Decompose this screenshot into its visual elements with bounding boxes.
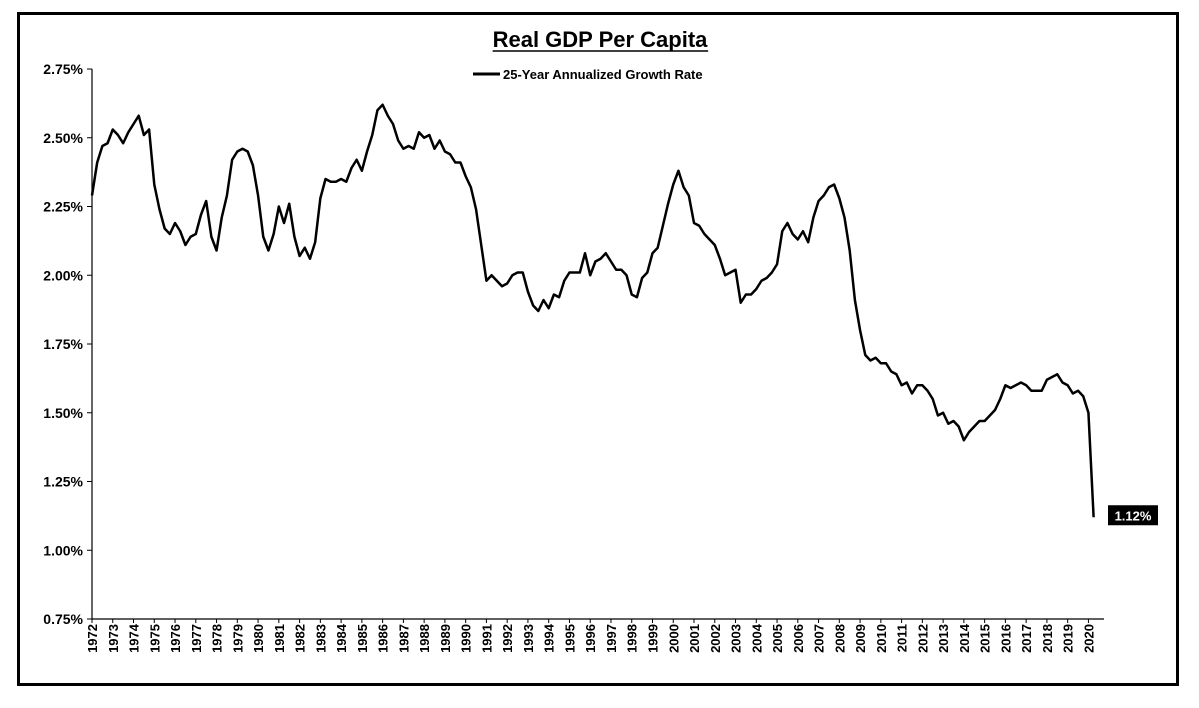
y-tick-label: 2.75% bbox=[43, 61, 83, 77]
x-tick-label: 1989 bbox=[438, 624, 453, 653]
x-tick-label: 1999 bbox=[645, 624, 660, 653]
x-tick-label: 2001 bbox=[687, 624, 702, 653]
end-value-text: 1.12% bbox=[1115, 508, 1152, 523]
x-tick-label: 2009 bbox=[853, 624, 868, 653]
x-tick-label: 2000 bbox=[666, 624, 681, 653]
x-tick-label: 1996 bbox=[583, 624, 598, 653]
x-tick-label: 2010 bbox=[874, 624, 889, 653]
x-tick-label: 1981 bbox=[272, 624, 287, 653]
x-tick-label: 2002 bbox=[708, 624, 723, 653]
y-tick-label: 1.00% bbox=[43, 542, 83, 558]
y-tick-label: 2.00% bbox=[43, 267, 83, 283]
x-tick-label: 1992 bbox=[500, 624, 515, 653]
chart-frame bbox=[17, 12, 1179, 686]
x-tick-label: 2008 bbox=[832, 624, 847, 653]
y-tick-label: 1.75% bbox=[43, 336, 83, 352]
end-value-label: 1.12% bbox=[1108, 505, 1158, 526]
end-value-box bbox=[1108, 505, 1158, 526]
x-tick-label: 1998 bbox=[625, 624, 640, 653]
y-tick-label: 1.25% bbox=[43, 474, 83, 490]
x-tick-label: 1977 bbox=[189, 624, 204, 653]
x-tick-label: 1988 bbox=[417, 624, 432, 653]
chart-title: Real GDP Per Capita bbox=[493, 27, 709, 52]
y-tick-label: 2.50% bbox=[43, 130, 83, 146]
x-tick-label: 2017 bbox=[1019, 624, 1034, 653]
x-tick-label: 1986 bbox=[376, 624, 391, 653]
x-tick-label: 2016 bbox=[998, 624, 1013, 653]
x-tick-label: 1997 bbox=[604, 624, 619, 653]
y-tick-label: 0.75% bbox=[43, 611, 83, 627]
x-tick-label: 2012 bbox=[915, 624, 930, 653]
x-tick-label: 1991 bbox=[479, 624, 494, 653]
axes bbox=[91, 69, 1104, 620]
y-tick-label: 2.25% bbox=[43, 199, 83, 215]
x-tick-label: 1980 bbox=[251, 624, 266, 653]
x-tick-label: 1978 bbox=[210, 624, 225, 653]
x-tick-label: 2006 bbox=[791, 624, 806, 653]
x-tick-label: 1987 bbox=[396, 624, 411, 653]
x-tick-label: 1974 bbox=[127, 623, 142, 653]
legend: 25-Year Annualized Growth Rate bbox=[473, 67, 703, 82]
x-tick-label: 2003 bbox=[729, 624, 744, 653]
legend-label: 25-Year Annualized Growth Rate bbox=[503, 67, 703, 82]
y-axis-ticks: 0.75% 1.00% 1.25% 1.50% 1.75% 2.00% 2.25% 2.50%… bbox=[43, 61, 92, 627]
x-tick-label: 2018 bbox=[1040, 624, 1055, 653]
x-tick-label: 2019 bbox=[1061, 624, 1076, 653]
x-tick-label: 1985 bbox=[355, 624, 370, 653]
x-tick-label: 2011 bbox=[895, 624, 910, 652]
x-tick-label: 2007 bbox=[812, 624, 827, 653]
x-tick-label: 1994 bbox=[542, 623, 557, 653]
x-tick-label: 1983 bbox=[313, 624, 328, 653]
x-tick-label: 1984 bbox=[334, 623, 349, 653]
x-tick-label: 2014 bbox=[957, 623, 972, 653]
x-axis-ticks: 1972 1973 1974 1975 1976 1977 1978 1979 1980 1981… bbox=[85, 619, 1096, 653]
x-tick-label: 1982 bbox=[293, 624, 308, 653]
x-tick-label: 2005 bbox=[770, 624, 785, 653]
x-tick-label: 1990 bbox=[459, 624, 474, 653]
x-tick-label: 2013 bbox=[936, 624, 951, 653]
x-tick-label: 1972 bbox=[85, 624, 100, 653]
x-tick-label: 1973 bbox=[106, 624, 121, 653]
x-tick-label: 2004 bbox=[749, 623, 764, 653]
y-tick-label: 1.50% bbox=[43, 405, 83, 421]
x-tick-label: 1979 bbox=[230, 624, 245, 653]
x-tick-label: 1993 bbox=[521, 624, 536, 653]
x-tick-label: 1975 bbox=[147, 624, 162, 653]
x-tick-label: 1995 bbox=[562, 624, 577, 653]
x-tick-label: 2015 bbox=[978, 624, 993, 653]
x-tick-label: 2020 bbox=[1081, 624, 1096, 653]
series-line-25-year-growth-rate bbox=[90, 103, 1095, 518]
x-tick-label: 1976 bbox=[168, 624, 183, 653]
